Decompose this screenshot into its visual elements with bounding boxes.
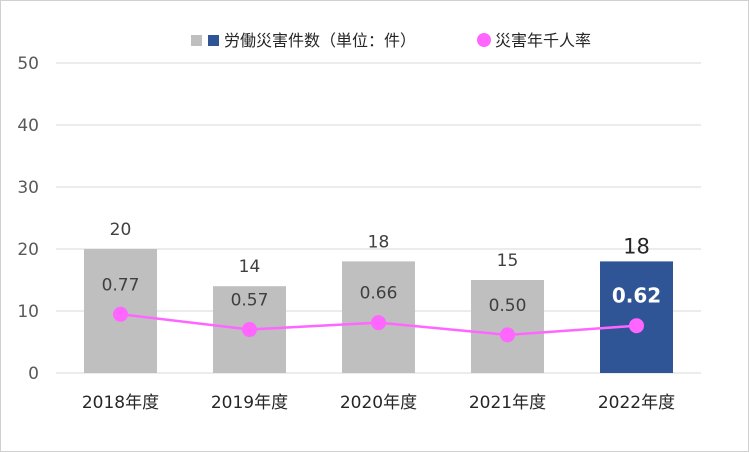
x-category-label: 2022年度: [598, 393, 675, 413]
legend-swatch-gray: [191, 35, 202, 46]
rate-value-label: 0.62: [612, 284, 661, 308]
y-tick-label: 10: [17, 302, 39, 322]
x-axis-categories: 2018年度 2019年度 2020年度 2021年度 2022年度: [82, 393, 675, 413]
rate-point: [629, 318, 644, 334]
rate-value-label: 0.77: [102, 275, 140, 295]
rate-line: [113, 306, 644, 343]
x-category-label: 2020年度: [340, 393, 417, 413]
y-tick-label: 40: [17, 116, 39, 136]
legend-swatch-blue: [208, 35, 219, 46]
rate-point: [242, 322, 257, 338]
legend-label-line: 災害年千人率: [495, 31, 591, 50]
bar-value-label: 18: [623, 234, 650, 258]
y-axis-ticks: 0 10 20 30 40 50: [17, 54, 39, 384]
legend-marker-line: [477, 33, 491, 47]
rate-value-label: 0.50: [489, 296, 527, 316]
bar: [600, 261, 673, 373]
rate-point: [500, 327, 515, 343]
legend: 労働災害件数（単位：件） 災害年千人率: [191, 31, 591, 50]
y-tick-label: 30: [17, 178, 39, 198]
x-category-label: 2018年度: [82, 393, 159, 413]
gridlines: [56, 62, 701, 374]
bar: [471, 280, 544, 373]
bar-value-labels: 20 14 18 15 18: [110, 220, 650, 277]
rate-value-labels: 0.77 0.57 0.66 0.50 0.62: [102, 275, 662, 316]
bar-value-label: 18: [368, 232, 390, 252]
y-tick-label: 0: [28, 364, 39, 384]
y-tick-label: 20: [17, 240, 39, 260]
y-tick-label: 50: [17, 54, 39, 74]
x-category-label: 2019年度: [211, 393, 288, 413]
bar-value-label: 20: [110, 220, 132, 240]
rate-point: [371, 315, 386, 331]
bar-value-label: 14: [239, 257, 261, 277]
rate-value-label: 0.66: [360, 284, 398, 304]
rate-value-label: 0.57: [231, 291, 269, 311]
x-category-label: 2021年度: [469, 393, 546, 413]
legend-label-bars: 労働災害件数（単位：件）: [224, 31, 416, 50]
rate-point: [113, 306, 128, 322]
bar-value-label: 15: [497, 251, 519, 271]
